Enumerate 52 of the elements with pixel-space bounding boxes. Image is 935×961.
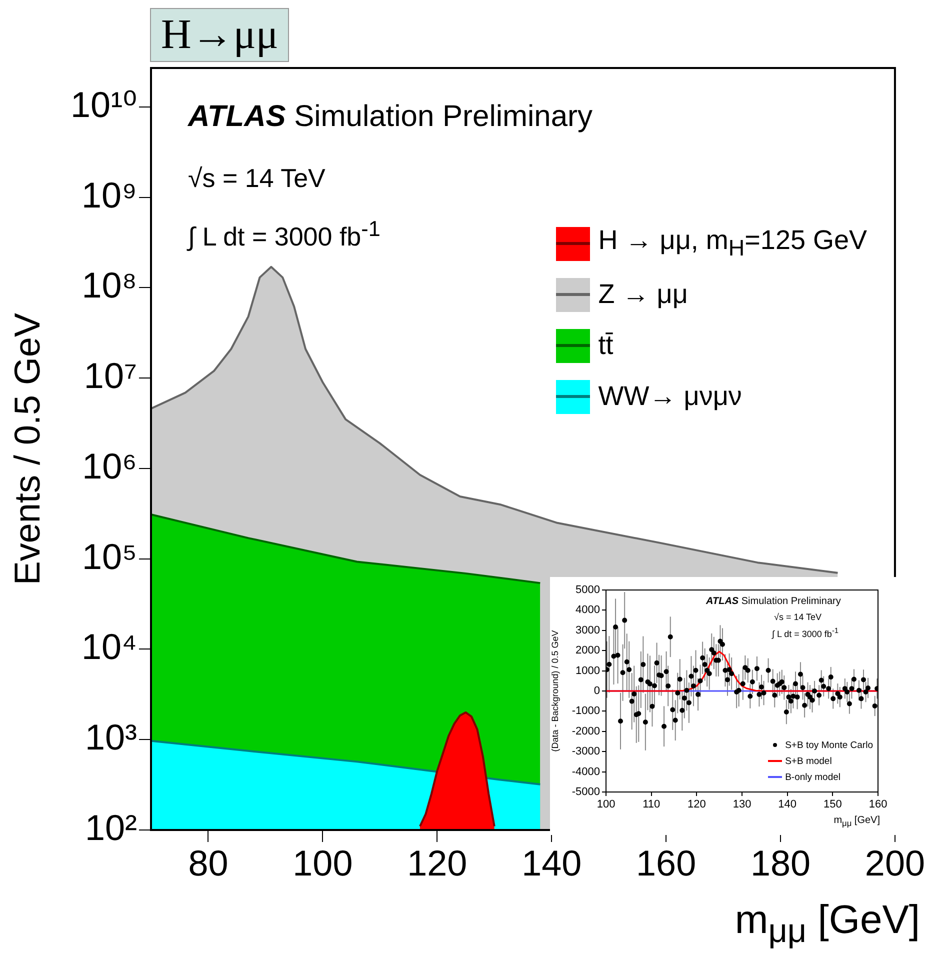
y-tick-label: -4000 — [572, 766, 600, 778]
x-axis-title: m$_{μμ}$ [GeV] — [734, 898, 920, 951]
x-tick-label: 180 — [750, 842, 811, 884]
y-tick-label: 4000 — [576, 604, 600, 616]
y-tick-label: -3000 — [572, 746, 600, 758]
y-tick-label: 10⁴ — [81, 626, 137, 668]
legend-label: WW→ μνμν — [598, 381, 742, 412]
x-tick-label: 110 — [642, 798, 660, 811]
annotation: ATLAS Simulation Preliminary — [188, 100, 593, 134]
x-axis-title: m$_{μμ}$ [GeV] — [834, 815, 880, 828]
legend-label: H → μμ, m$_{H}$=125 GeV — [598, 225, 867, 262]
y-tick-label: 10¹⁰ — [70, 84, 137, 125]
annotation: √s = 14 TeV — [774, 612, 822, 622]
legend-label: B-only model — [785, 772, 841, 782]
x-tick-label: 100 — [596, 798, 616, 811]
y-tick-label: 10⁸ — [82, 264, 137, 306]
y-tick-label: 10⁵ — [82, 536, 137, 577]
legend-label: Z → μμ — [598, 279, 688, 310]
x-tick-label: 160 — [868, 798, 888, 811]
x-tick-label: 150 — [823, 798, 842, 811]
x-tick-label: 140 — [522, 842, 582, 884]
x-tick-label: 80 — [188, 842, 228, 884]
y-tick-label: 3000 — [576, 624, 600, 636]
x-tick-label: 100 — [292, 842, 353, 884]
legend-label: S+B toy Monte Carlo — [785, 740, 873, 750]
y-tick-label: 1000 — [576, 664, 600, 677]
y-tick-label: 10⁶ — [82, 445, 137, 486]
chart-title: H→μμ — [150, 8, 290, 62]
annotation: ∫ L dt = 3000 fb$^{-1}$ — [188, 216, 380, 253]
y-tick-label: -5000 — [572, 786, 600, 798]
x-tick-label: 120 — [407, 842, 468, 884]
x-tick-label: 140 — [778, 798, 797, 811]
y-tick-label: 10³ — [84, 716, 138, 758]
x-tick-label: 160 — [636, 842, 696, 884]
x-tick-label: 130 — [732, 798, 752, 811]
y-axis-title: (Data - Background) / 0.5 GeV — [550, 630, 560, 752]
y-tick-label: 10⁷ — [84, 355, 137, 396]
y-tick-label: -2000 — [572, 725, 600, 738]
y-tick-label: 10² — [84, 806, 138, 848]
annotation: ∫ L dt = 3000 fb$^{-1}$ — [772, 626, 839, 639]
annotation: ATLAS Simulation Preliminary — [706, 596, 841, 607]
x-tick-label: 200 — [864, 842, 926, 884]
annotation: √s = 14 TeV — [188, 163, 326, 194]
legend-label: tt̄ — [598, 330, 614, 361]
y-tick-label: 10⁹ — [82, 174, 137, 216]
y-tick-label: 0 — [594, 685, 600, 698]
legend-label: S+B model — [785, 756, 832, 766]
x-tick-label: 120 — [687, 798, 706, 811]
y-axis-title: Events / 0.5 GeV — [6, 312, 48, 586]
y-tick-label: 2000 — [576, 644, 600, 657]
y-tick-label: 5000 — [576, 584, 600, 596]
y-tick-label: -1000 — [572, 705, 600, 718]
